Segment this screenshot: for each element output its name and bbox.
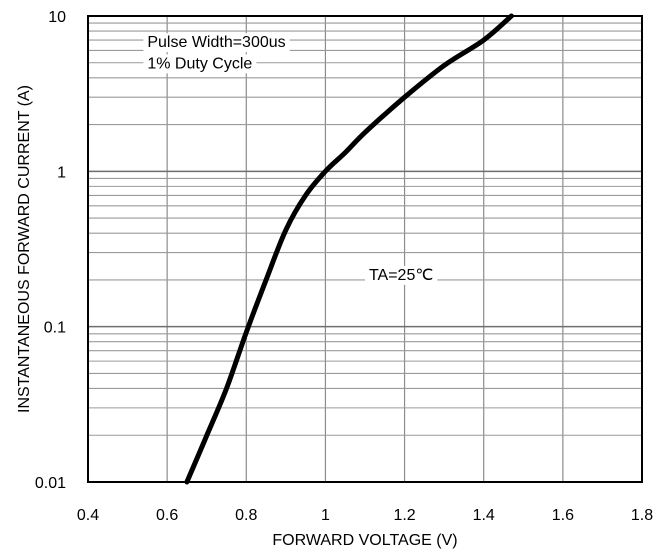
annotation-background (143, 33, 290, 53)
annotation-text: TA=25℃ (369, 267, 433, 284)
x-tick-label: 0.6 (156, 507, 178, 524)
y-tick-label: 1 (57, 164, 66, 181)
series-line (184, 13, 514, 485)
y-tick-label: 0.1 (44, 320, 66, 337)
x-tick-label: 1.6 (552, 507, 574, 524)
plot-frame (87, 15, 643, 483)
annotation-background (364, 265, 438, 285)
x-tick-label: 1.4 (473, 507, 495, 524)
grid (88, 16, 642, 482)
x-tick-label: 0.4 (77, 507, 99, 524)
annotation-text: Pulse Width=300us (147, 34, 285, 51)
x-tick-label: 1 (321, 507, 330, 524)
x-tick-labels: 0.4 0.6 0.8 1 1.2 1.4 1.6 1.8 (77, 507, 653, 524)
annotation-text: 1% Duty Cycle (147, 55, 252, 72)
x-tick-label: 1.8 (631, 507, 653, 524)
y-tick-label: 0.01 (35, 475, 66, 492)
x-tick-label: 1.2 (393, 507, 415, 524)
y-tick-labels: 0.01 0.1 1 10 (35, 9, 66, 492)
annotations: Pulse Width=300us 1% Duty Cycle TA=25℃ (143, 33, 438, 285)
plot-background (88, 16, 642, 482)
y-tick-label: 10 (48, 9, 66, 26)
x-tick-label: 0.8 (235, 507, 257, 524)
annotation-background (143, 54, 257, 74)
y-axis-label: INSTANTANEOUS FORWARD CURRENT (A) (16, 85, 33, 413)
x-axis-label: FORWARD VOLTAGE (V) (272, 532, 457, 549)
